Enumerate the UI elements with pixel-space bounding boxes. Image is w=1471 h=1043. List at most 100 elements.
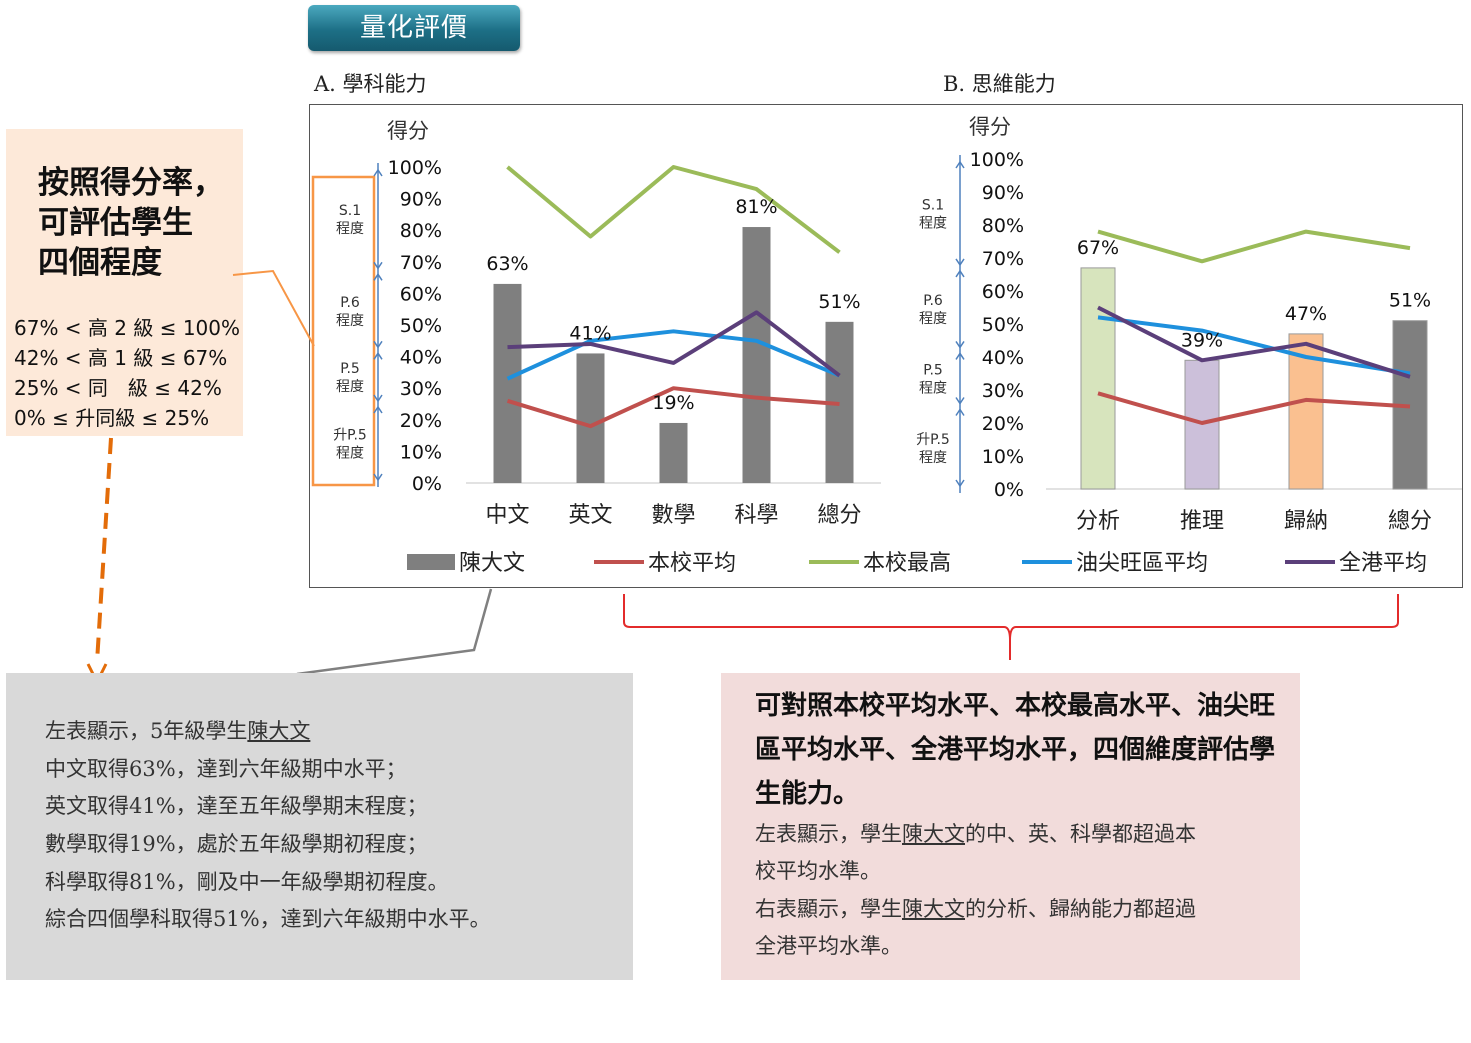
y-tick-label: 20% — [982, 413, 1024, 435]
chart-frame — [309, 104, 1463, 588]
comparison-text: 的中、英、科學都超過本 — [965, 822, 1196, 846]
school-max-line — [506, 165, 841, 254]
comparison-text: 左表顯示，學生 — [755, 822, 902, 846]
y-tick-label: 30% — [400, 378, 442, 400]
school-avg-line — [1097, 391, 1411, 425]
level-label: S.1 — [922, 197, 944, 213]
hk-avg-line — [507, 310, 841, 378]
legend-swatch — [407, 554, 455, 570]
page-title-banner: 量化評價 — [308, 5, 520, 51]
school-avg-line — [506, 386, 840, 429]
y-tick-label: 80% — [400, 220, 442, 242]
district-avg-line — [506, 329, 841, 381]
y-tick-label: 30% — [982, 380, 1024, 402]
level-arrowhead — [955, 352, 965, 360]
level-arrowhead — [955, 408, 965, 416]
level-arrowhead — [373, 272, 383, 281]
level-arrowhead — [955, 269, 965, 278]
x-category-label: 中文 — [485, 503, 529, 528]
bar — [742, 227, 771, 483]
x-category-label: 總分 — [817, 503, 861, 528]
y-tick-label: 40% — [982, 347, 1024, 369]
level-label: 程度 — [336, 446, 364, 462]
chart-b: 得分 0% 10% 20% 30% 40% 50% 60% 70% 80% 90% 100% 67% 39… — [916, 115, 1462, 534]
grade-row: 0% ≤ 升同級 ≤ 25% — [14, 406, 210, 430]
comparison-line: 右表顯示，學生陳大文的分析、歸納能力都超過 — [755, 893, 1196, 923]
grade-criteria-heading: 按照得分率， 可評估學生 四個程度 — [38, 163, 224, 283]
grade-row: 67% < 高 2 級 ≤ 100% — [14, 316, 241, 340]
level-arrowhead — [373, 405, 383, 414]
level-label: P.5 — [340, 361, 360, 377]
y-tick-label: 50% — [400, 315, 442, 337]
student-name: 陳大文 — [247, 719, 311, 743]
y-tick-label: 80% — [982, 215, 1024, 237]
x-category-label: 科學 — [734, 503, 778, 528]
grade-connector-line — [232, 269, 315, 347]
x-category-label: 推理 — [1180, 509, 1224, 534]
y-tick-label: 70% — [400, 252, 442, 274]
y-axis-title: 得分 — [969, 115, 1011, 139]
grade-heading-line: 按照得分率， — [38, 165, 224, 201]
y-tick-label: 60% — [982, 281, 1024, 303]
legend-label: 本校平均 — [648, 551, 736, 576]
level-label: 程度 — [336, 379, 364, 395]
district-avg-line — [1097, 315, 1411, 376]
legend-label: 全港平均 — [1339, 551, 1427, 576]
level-arrowhead — [955, 479, 965, 488]
level-arrowhead — [955, 258, 965, 267]
x-category-label: 英文 — [568, 503, 612, 528]
data-label: 51% — [1389, 290, 1431, 312]
level-arrowhead — [373, 261, 383, 270]
x-category-label: 分析 — [1076, 509, 1120, 534]
data-label: 47% — [1285, 303, 1327, 325]
data-label: 19% — [652, 392, 694, 414]
data-label: 51% — [818, 291, 860, 313]
grade-heading-line: 四個程度 — [38, 245, 162, 281]
y-tick-label: 10% — [400, 441, 442, 463]
legend-label: 本校最高 — [863, 551, 951, 576]
summary-line: 科學取得81%，剛及中一年級學期初程度。 — [45, 870, 449, 894]
y-tick-label: 100% — [388, 157, 442, 179]
comparison-heading: 可對照本校平均水平、本校最高水平、油尖旺區平均水平、全港平均水平，四個維度評估學… — [755, 691, 1276, 809]
level-highlight-box — [311, 175, 376, 487]
y-tick-label: 10% — [982, 446, 1024, 468]
comparison-text: 的分析、歸納能力都超過 — [965, 897, 1196, 921]
grade-row: 25% < 同 級 ≤ 42% — [14, 376, 222, 400]
x-category-label: 數學 — [651, 503, 695, 528]
school-max-line — [1097, 229, 1411, 264]
bar — [493, 283, 522, 483]
level-arrowhead — [373, 394, 383, 403]
bar — [659, 422, 688, 483]
grade-heading-line: 可評估學生 — [38, 205, 193, 241]
y-tick-label: 90% — [400, 189, 442, 211]
y-tick-label: 40% — [400, 347, 442, 369]
level-label: S.1 — [339, 203, 361, 219]
level-label: 升P.5 — [916, 432, 950, 448]
summary-prefix: 左表顯示，5年級學生 — [45, 719, 248, 743]
comparison-line: 左表顯示，學生陳大文的中、英、科學都超過本 — [755, 818, 1196, 848]
data-label: 41% — [569, 322, 611, 344]
x-category-label: 總分 — [1388, 509, 1432, 534]
data-label: 39% — [1181, 329, 1223, 351]
level-label: P.6 — [340, 295, 360, 311]
data-label: 63% — [486, 253, 528, 275]
summary-line: 數學取得19%，處於五年級學期初程度； — [45, 832, 428, 856]
comparison-line: 全港平均水準。 — [755, 934, 902, 958]
chart-a-title: A. 學科能力 — [314, 72, 427, 96]
y-tick-label: 0% — [994, 479, 1024, 501]
summary-line: 中文取得63%，達到六年級期中水平； — [45, 757, 407, 781]
level-arrowhead — [955, 397, 965, 405]
chart-legend: 陳大文 本校平均 本校最高 油尖旺區平均 全港平均 — [407, 551, 1427, 576]
level-arrowhead — [373, 473, 383, 482]
comparison-note-box — [721, 673, 1300, 980]
level-label: P.6 — [923, 293, 943, 309]
x-category-label: 歸納 — [1284, 509, 1328, 534]
level-label: 程度 — [336, 313, 364, 329]
student-name: 陳大文 — [902, 822, 965, 846]
level-arrowhead — [373, 340, 383, 349]
level-label: 升P.5 — [333, 428, 367, 444]
legend-label: 陳大文 — [459, 551, 525, 576]
chart-a: 得分 0% 10% 20% 30% 40% 50% 60% 70% 80% 90% 100% 63% 41… — [333, 119, 881, 528]
summary-line: 英文取得41%，達至五年級學期末程度； — [45, 794, 428, 818]
